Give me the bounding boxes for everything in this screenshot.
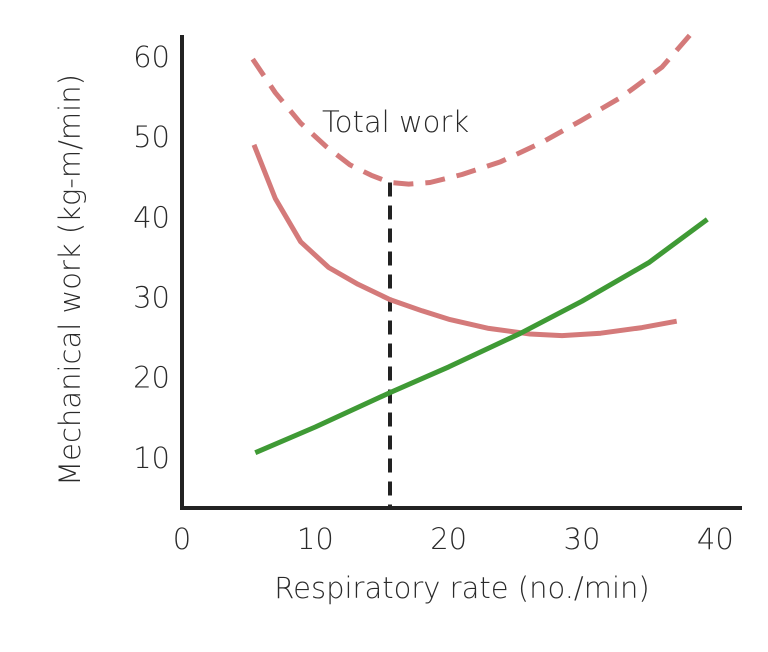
y-tick-label: 40 [133, 200, 170, 234]
series-line [254, 217, 709, 455]
x-axis-label: Respiratory rate (no./min) [274, 571, 649, 605]
x-tick-label: 20 [430, 522, 467, 556]
y-tick-label: 60 [133, 40, 170, 74]
series-line [251, 143, 678, 339]
y-tick-label: 50 [133, 120, 170, 154]
series-annotation: Total work [322, 105, 469, 139]
y-axis-label: Mechanical work (kg-m/min) [53, 74, 87, 486]
y-tick-label: 30 [133, 281, 170, 315]
y-tick-label: 20 [133, 361, 170, 395]
x-tick-label: 30 [564, 522, 601, 556]
series-line [250, 33, 692, 187]
x-tick-label: 10 [297, 522, 334, 556]
x-tick-label: 0 [173, 522, 191, 556]
x-tick-label: 40 [697, 522, 734, 556]
y-tick-label: 10 [133, 441, 170, 475]
